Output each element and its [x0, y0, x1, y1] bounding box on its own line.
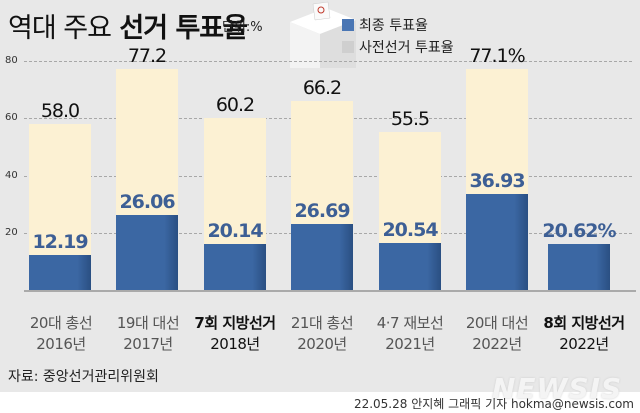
legend-label-final: 최종 투표율	[359, 18, 428, 34]
gridline-80	[24, 61, 632, 62]
source-note: 자료: 중앙선거관리위원회	[8, 369, 159, 385]
bar-group-2022-local: 20.62%	[542, 0, 617, 290]
bar-group-2020: 66.2 26.69	[291, 0, 353, 290]
value-total: 60.2	[215, 94, 255, 116]
bar-group-2017: 77.2 26.06	[116, 0, 178, 290]
value-total: 58.0	[40, 100, 80, 122]
value-final: 20.14	[207, 220, 263, 242]
chart-title: 역대 주요 선거 투표율	[8, 6, 248, 45]
value-total: 77.1%	[469, 45, 525, 67]
xlabel-2022-presidential: 20대 대선 2022년	[465, 314, 529, 353]
x-axis-baseline	[24, 290, 636, 292]
value-final: 20.62%	[542, 220, 616, 242]
xlabel-2022-local: 8회 지방선거 2022년	[543, 314, 625, 353]
value-final: 20.54	[382, 219, 438, 241]
bar-final	[204, 244, 266, 290]
bar-group-2022-presidential: 77.1% 36.93	[466, 0, 528, 290]
legend-item-early: 사전선거 투표율	[342, 36, 454, 58]
bar-final	[116, 215, 178, 290]
value-total: 66.2	[302, 77, 342, 99]
ytick-60: 60	[5, 112, 18, 123]
ytick-80: 80	[5, 55, 18, 66]
legend-label-early: 사전선거 투표율	[359, 40, 454, 56]
xlabel-2018: 7회 지방선거 2018년	[194, 314, 276, 353]
bar-group-2021: 55.5 20.54	[379, 0, 441, 290]
xlabel-2021: 4·7 재보선 2021년	[376, 314, 444, 353]
title-light: 역대 주요	[8, 13, 112, 44]
xlabel-2017: 19대 대선 2017년	[116, 314, 180, 353]
bar-chart: 80 60 40 20 58.0 12.19 77.2 26.06 60.2 2…	[5, 0, 636, 292]
title-bold: 선거 투표율	[119, 13, 248, 44]
bar-final	[548, 244, 610, 290]
credit-line: 22.05.28 안지혜 그래픽 기자 hokma@newsis.com	[353, 397, 634, 411]
newsis-logo: NEWSIS	[492, 372, 623, 405]
value-total: 55.5	[390, 108, 430, 130]
value-final: 36.93	[469, 170, 525, 192]
bar-final	[466, 194, 528, 290]
ballot-box-icon	[290, 1, 356, 68]
xlabel-2020: 21대 총선 2020년	[290, 314, 354, 353]
unit-label: 단위:%	[222, 20, 263, 35]
bar-group-2016: 58.0 12.19	[29, 0, 91, 290]
ytick-20: 20	[5, 227, 18, 238]
bar-final	[291, 224, 353, 290]
ytick-40: 40	[5, 170, 18, 181]
legend-swatch-early	[342, 41, 354, 53]
bar-final	[29, 255, 91, 290]
bar-group-2018: 60.2 20.14	[204, 0, 266, 290]
value-final: 26.69	[294, 200, 350, 222]
xlabel-2016: 20대 총선 2016년	[29, 314, 93, 353]
legend-swatch-final	[342, 19, 354, 31]
bar-final	[379, 243, 441, 290]
value-final: 12.19	[32, 231, 88, 253]
value-final: 26.06	[119, 191, 175, 213]
legend-item-final: 최종 투표율	[342, 14, 454, 36]
legend: 최종 투표율 사전선거 투표율	[342, 14, 454, 58]
value-total: 77.2	[127, 45, 167, 67]
